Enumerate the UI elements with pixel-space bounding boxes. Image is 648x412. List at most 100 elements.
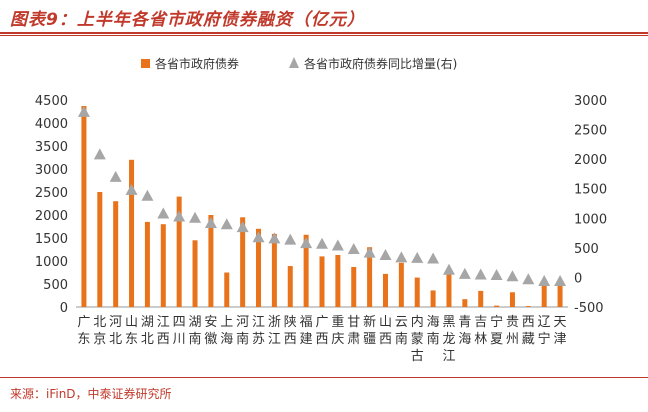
bar-山西 [382, 273, 388, 307]
y-left-tick-label: 500 [43, 278, 68, 293]
x-tick-label-山东: 山东 [125, 315, 138, 347]
x-tick-label-河南: 河南 [236, 315, 249, 347]
triangle-marker-黑龙江 [442, 263, 455, 275]
y-right-tick-label: 3000 [574, 94, 607, 109]
y-left-tick-label: 4500 [35, 94, 68, 109]
x-tick-label-江苏: 江苏 [252, 315, 265, 347]
triangle-marker-山东 [125, 183, 138, 195]
bar-重庆 [335, 255, 341, 307]
bar-浙江 [271, 233, 277, 307]
legend: 各省市政府债券 各省市政府债券同比增量(右) [141, 56, 457, 71]
x-tick-label-西藏: 西藏 [522, 315, 535, 347]
triangle-marker-内蒙古 [411, 251, 424, 263]
y-right-tick-label: 500 [574, 242, 599, 257]
x-tick-label-宁夏: 宁夏 [490, 314, 503, 347]
bar-福建 [303, 234, 309, 307]
y-left-tick-label: 4000 [35, 117, 68, 132]
x-tick-label-安徽: 安徽 [204, 315, 217, 347]
bar-甘肃 [351, 266, 357, 307]
triangle-marker-海南 [427, 252, 440, 264]
bar-四川 [176, 196, 182, 307]
x-tick-label-陕西: 陕西 [284, 315, 297, 347]
bar-广西 [319, 256, 325, 307]
y-right-tick-label: 2500 [574, 124, 607, 139]
triangle-marker-西藏 [522, 273, 535, 285]
bar-黑龙江 [446, 270, 452, 307]
x-tick-label-河北: 河北 [109, 315, 122, 347]
x-tick-label-湖北: 湖北 [141, 315, 154, 347]
triangle-marker-宁夏 [490, 269, 503, 281]
bar-江苏 [256, 228, 262, 307]
title-bar: 图表9：上半年各省市政府债券融资（亿元） [0, 0, 648, 36]
y-right-tick-label: 2000 [574, 153, 607, 168]
triangle-marker-安徽 [204, 217, 217, 229]
x-tick-label-湖南: 湖南 [189, 315, 202, 347]
triangle-marker-吉林 [474, 268, 487, 280]
triangle-marker-江西 [157, 207, 170, 219]
legend-triangle-label: 各省市政府债券同比增量(右) [304, 56, 457, 71]
chart-title: 图表9：上半年各省市政府债券融资（亿元） [10, 10, 365, 30]
bar-北京 [97, 192, 103, 307]
bar-贵州 [509, 292, 515, 307]
triangle-marker-云南 [395, 251, 408, 263]
source-note: 来源：iFinD，中泰证券研究所 [10, 387, 172, 401]
triangle-marker-甘肃 [347, 243, 360, 255]
triangle-marker-广西 [316, 237, 328, 249]
triangle-marker-福建 [300, 237, 313, 249]
triangle-marker-湖南 [189, 211, 202, 223]
triangle-marker-上海 [220, 218, 233, 230]
bar-青海 [462, 299, 468, 307]
bar-陕西 [287, 266, 293, 307]
bar-西藏 [525, 306, 531, 307]
bar-广东 [81, 105, 87, 307]
x-tick-label-天津: 天津 [554, 315, 567, 347]
bar-湖南 [192, 240, 198, 307]
title-divider [0, 32, 648, 34]
legend-bar-label: 各省市政府债券 [155, 56, 239, 71]
y-left-tick-label: 2500 [35, 186, 68, 201]
legend-bar-swatch [141, 59, 150, 68]
y-left-tick-label: 3500 [35, 140, 68, 155]
triangle-marker-青海 [458, 267, 471, 279]
x-tick-label-山西: 山西 [379, 315, 392, 347]
triangle-marker-湖北 [141, 189, 154, 201]
triangle-marker-重庆 [331, 239, 344, 251]
x-tick-label-内蒙古: 内蒙古 [411, 314, 424, 364]
bar-海南 [430, 290, 436, 307]
bar-内蒙古 [414, 277, 420, 307]
bar-河南 [240, 217, 246, 307]
x-tick-label-广东: 广东 [77, 315, 90, 347]
x-tick-label-浙江: 浙江 [268, 315, 281, 347]
triangle-marker-江苏 [252, 231, 265, 243]
triangle-marker-浙江 [268, 232, 281, 244]
title-divider-thin [0, 35, 648, 36]
bar-吉林 [478, 290, 484, 307]
y-axis-right: -500 0 500 1000 1500 2000 2500 3000 [574, 94, 607, 316]
bar-湖北 [144, 221, 150, 307]
source-divider [0, 377, 648, 378]
y-right-tick-label: -500 [574, 301, 604, 316]
x-tick-label-四川: 四川 [173, 315, 186, 347]
x-tick-label-青海: 青海 [458, 315, 471, 347]
y-right-tick-label: 1500 [574, 183, 607, 198]
x-tick-label-重庆: 重庆 [331, 314, 344, 347]
bar-云南 [398, 262, 404, 307]
x-tick-label-上海: 上海 [220, 315, 233, 347]
triangle-marker-河南 [236, 221, 249, 233]
y-right-tick-label: 1000 [574, 212, 607, 227]
triangle-series [77, 105, 567, 286]
triangle-marker-陕西 [284, 233, 297, 245]
bar-新疆 [367, 247, 373, 307]
bar-辽宁 [541, 285, 547, 307]
x-tick-label-福建: 福建 [300, 315, 313, 347]
x-axis-labels: 广东北京河北山东湖北江西四川湖南安徽上海河南江苏浙江陕西福建广西重庆甘肃新疆山西… [77, 314, 566, 364]
triangle-marker-广东 [77, 105, 90, 117]
x-tick-label-江西: 江西 [157, 315, 170, 347]
bar-河北 [113, 201, 119, 307]
triangle-marker-北京 [93, 148, 106, 160]
bar-series [81, 105, 563, 307]
triangle-marker-新疆 [363, 246, 376, 258]
x-tick-label-辽宁: 辽宁 [538, 315, 551, 347]
bar-天津 [557, 284, 563, 307]
